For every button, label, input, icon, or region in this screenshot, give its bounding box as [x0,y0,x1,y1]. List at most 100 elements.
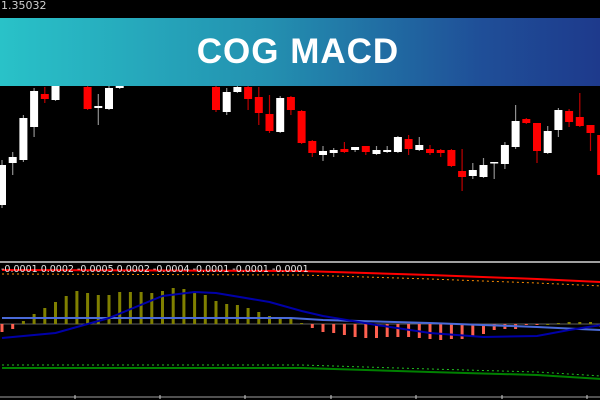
bear-candle [297,111,306,143]
price-label: 1.35032 [1,0,47,12]
bear-candle [458,171,467,177]
bull-candle [276,98,285,132]
histogram-bar [578,322,582,324]
macd-pane [0,269,600,380]
histogram-bar [225,304,229,324]
bear-candle [83,87,92,109]
bull-candle [554,110,563,130]
bear-candle [361,146,370,152]
histogram-bar [54,302,57,324]
level-line [2,317,600,331]
histogram-bar [64,296,68,324]
histogram-bar [171,288,175,324]
histogram-bar [289,318,293,324]
histogram-bar [524,324,528,325]
bull-candle [393,137,402,152]
bear-candle [265,114,274,131]
bear-candle [533,123,541,151]
histogram-bar [246,308,250,324]
histogram-bar [86,293,90,324]
bear-candle [575,117,584,126]
upper-band-line [1,269,600,283]
bull-candle [8,157,17,163]
bear-candle [565,111,574,122]
histogram-bar [193,292,197,324]
histogram-bar [535,324,539,325]
histogram-bar [118,292,122,324]
histogram-bar [182,289,186,324]
histogram-bar [150,293,154,324]
histogram-bar [556,323,560,324]
histogram-bar [321,324,325,332]
banner-title: COG MACD [196,32,400,71]
bull-candle [51,85,60,100]
bear-candle [436,150,445,153]
histogram-bar [492,324,496,330]
bull-candle [19,118,28,160]
price-pane [0,80,600,208]
bear-candle [286,97,295,110]
histogram-bar [546,324,550,325]
histogram-bar [161,291,164,324]
histogram-bar [128,292,132,324]
time-axis-ticks [74,395,588,399]
bull-candle [415,145,424,150]
bear-candle [522,119,531,123]
histogram-bar [471,324,475,337]
histogram-bar [439,324,443,340]
bull-candle [372,150,381,154]
histogram-bar [353,324,357,337]
bull-candle [329,150,338,153]
bear-candle [426,149,434,153]
histogram-bar [567,322,571,324]
bear-candle [254,97,263,113]
bull-candle [319,151,327,155]
bull-candle [222,92,231,112]
histogram-bar [139,292,143,324]
histogram-bar [396,324,400,337]
bull-candle [479,165,488,177]
histogram-bar [449,324,453,339]
bear-candle [308,141,317,153]
bear-candle [447,150,456,166]
bear-candle [40,94,49,99]
histogram-bar [0,324,4,332]
bear-candle [597,135,600,175]
bull-candle [543,131,552,153]
histogram-bar [235,305,239,324]
histogram-bar [300,323,304,324]
bull-candle [105,88,113,109]
bear-candle [244,87,253,99]
histogram-bar [385,324,389,337]
bull-candle [94,106,103,108]
histogram-bar [482,324,485,334]
bull-candle [115,84,124,88]
histogram-bar [21,321,25,324]
histogram-bar [428,324,432,339]
bull-candle [351,147,360,150]
histogram-bar [364,324,368,338]
histogram-bar [589,322,592,324]
bull-candle [30,91,39,127]
bull-candle [511,121,520,147]
bear-candle [340,149,349,152]
lower-band-line [2,367,600,380]
histogram-bar [75,291,79,324]
bull-candle [383,150,392,152]
histogram-bar [342,324,346,335]
upper-band-dotted [1,273,600,287]
bull-candle [233,87,242,92]
histogram-bar [11,324,15,329]
bull-candle [0,165,6,205]
histogram-bar [278,317,282,324]
histogram-bar [43,308,47,324]
histogram-bar [310,324,314,328]
title-banner: COG MACD [0,18,600,86]
histogram-bar [107,295,111,324]
bull-candle [490,162,499,164]
bear-candle [212,87,220,110]
histogram-bar [332,324,336,333]
bull-candle [468,170,477,176]
histogram-bar [96,295,100,324]
